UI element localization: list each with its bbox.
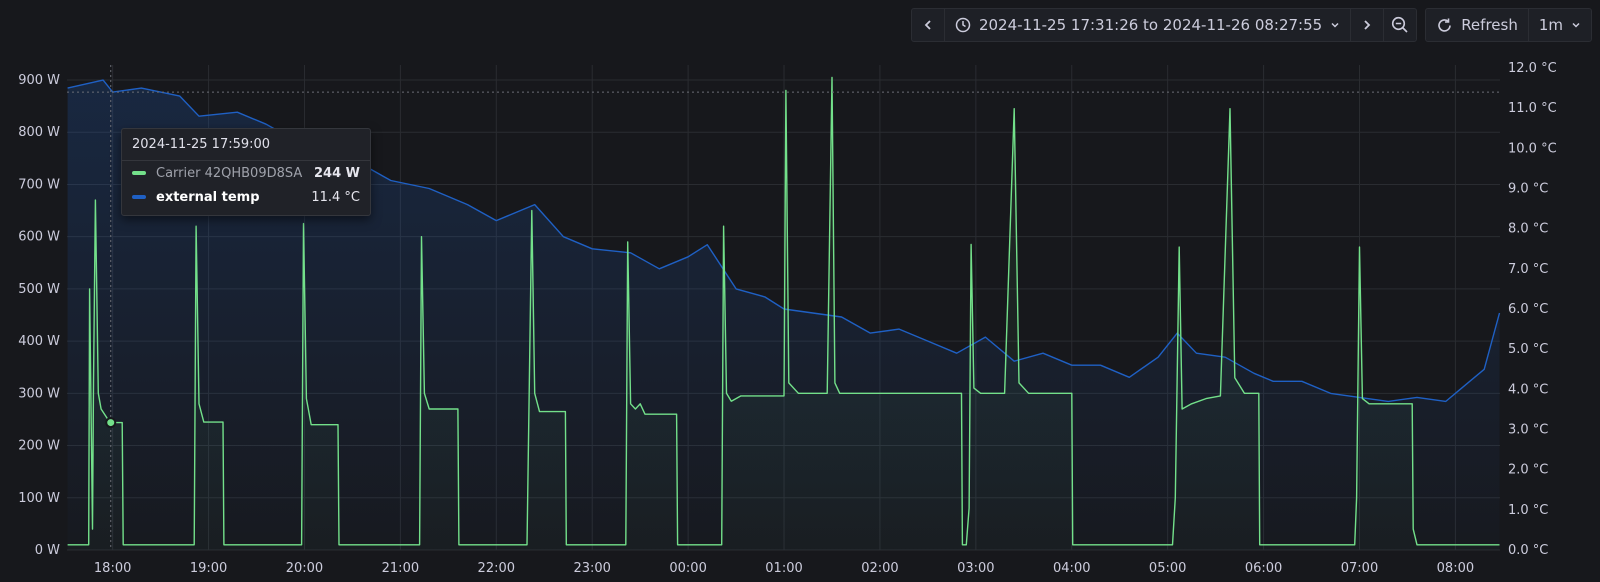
y-left-tick-label: 0 W (35, 543, 60, 558)
tooltip: 2024-11-25 17:59:00 Carrier 42QHB09D8SA … (121, 128, 371, 216)
series-swatch (132, 171, 146, 175)
carrier-power-area (67, 77, 1500, 551)
x-tick-label: 06:00 (1245, 561, 1282, 576)
x-tick-label: 18:00 (94, 561, 131, 576)
y-right-tick-label: 8.0 °C (1508, 222, 1548, 237)
toolbar: 2024-11-25 17:31:26 to 2024-11-26 08:27:… (910, 8, 1592, 42)
y-right-tick-label: 2.0 °C (1508, 463, 1548, 478)
tooltip-row: Carrier 42QHB09D8SA 244 W (122, 161, 370, 185)
carrier-power-line (67, 76, 1500, 546)
x-tick-label: 07:00 (1341, 561, 1378, 576)
y-right-tick-label: 10.0 °C (1508, 141, 1557, 156)
y-left-tick-label: 300 W (18, 386, 60, 401)
tooltip-series-name: external temp (156, 189, 260, 205)
tooltip-series-value: 244 W (313, 165, 360, 181)
tooltip-series-value: 11.4 °C (311, 189, 360, 205)
x-tick-label: 21:00 (382, 561, 419, 576)
x-tick-label: 08:00 (1437, 561, 1474, 576)
refresh-group: Refresh 1m (1425, 8, 1592, 42)
y-right-tick-label: 3.0 °C (1508, 423, 1548, 438)
hover-point (105, 417, 117, 429)
y-left-tick-label: 600 W (18, 230, 60, 245)
y-right-tick-label: 12.0 °C (1508, 61, 1557, 76)
tooltip-row: external temp 11.4 °C (122, 185, 370, 209)
axes: 0 W 100 W 200 W 300 W 400 W 500 W 600 W 700 W 80… (18, 61, 1556, 576)
refresh-interval-picker[interactable]: 1m (1529, 9, 1591, 41)
x-tick-label: 00:00 (669, 561, 706, 576)
y-left-tick-label: 400 W (18, 334, 60, 349)
tooltip-series-name: Carrier 42QHB09D8SA (156, 165, 303, 181)
x-tick-label: 03:00 (957, 561, 994, 576)
x-tick-label: 04:00 (1053, 561, 1090, 576)
chevron-left-icon (922, 19, 934, 31)
x-tick-label: 02:00 (861, 561, 898, 576)
x-tick-label: 19:00 (190, 561, 227, 576)
zoom-out-button[interactable] (1384, 9, 1416, 41)
tooltip-time: 2024-11-25 17:59:00 (122, 129, 370, 161)
zoom-out-icon (1391, 16, 1409, 34)
x-tick-label: 01:00 (765, 561, 802, 576)
y-right-tick-label: 9.0 °C (1508, 182, 1548, 197)
time-range-label: 2024-11-25 17:31:26 to 2024-11-26 08:27:… (978, 16, 1323, 34)
chevron-down-icon (1571, 20, 1581, 30)
y-left-tick-label: 700 W (18, 177, 60, 192)
refresh-interval-label: 1m (1538, 16, 1563, 34)
x-tick-label: 20:00 (286, 561, 323, 576)
y-right-tick-label: 4.0 °C (1508, 382, 1548, 397)
time-range-group: 2024-11-25 17:31:26 to 2024-11-26 08:27:… (910, 8, 1418, 42)
refresh-label: Refresh (1461, 16, 1518, 34)
chevron-right-icon (1361, 19, 1373, 31)
y-left-tick-label: 900 W (18, 73, 60, 88)
y-left-tick-label: 100 W (18, 491, 60, 506)
x-tick-label: 22:00 (478, 561, 515, 576)
chevron-down-icon (1330, 20, 1340, 30)
refresh-icon (1436, 17, 1453, 34)
y-left-tick-label: 200 W (18, 439, 60, 454)
refresh-button[interactable]: Refresh (1426, 9, 1529, 41)
previous-range-button[interactable] (912, 9, 945, 41)
series-swatch (132, 195, 146, 199)
y-right-tick-label: 0.0 °C (1508, 543, 1548, 558)
time-range-picker[interactable]: 2024-11-25 17:31:26 to 2024-11-26 08:27:… (945, 9, 1352, 41)
y-right-tick-label: 6.0 °C (1508, 302, 1548, 317)
y-left-tick-label: 500 W (18, 282, 60, 297)
y-left-tick-label: 800 W (18, 125, 60, 140)
x-tick-label: 05:00 (1149, 561, 1186, 576)
clock-icon (955, 17, 971, 33)
y-right-tick-label: 1.0 °C (1508, 503, 1548, 518)
next-range-button[interactable] (1351, 9, 1385, 41)
x-tick-label: 23:00 (573, 561, 610, 576)
y-right-tick-label: 7.0 °C (1508, 262, 1548, 277)
y-right-tick-label: 11.0 °C (1508, 101, 1557, 116)
y-right-tick-label: 5.0 °C (1508, 342, 1548, 357)
